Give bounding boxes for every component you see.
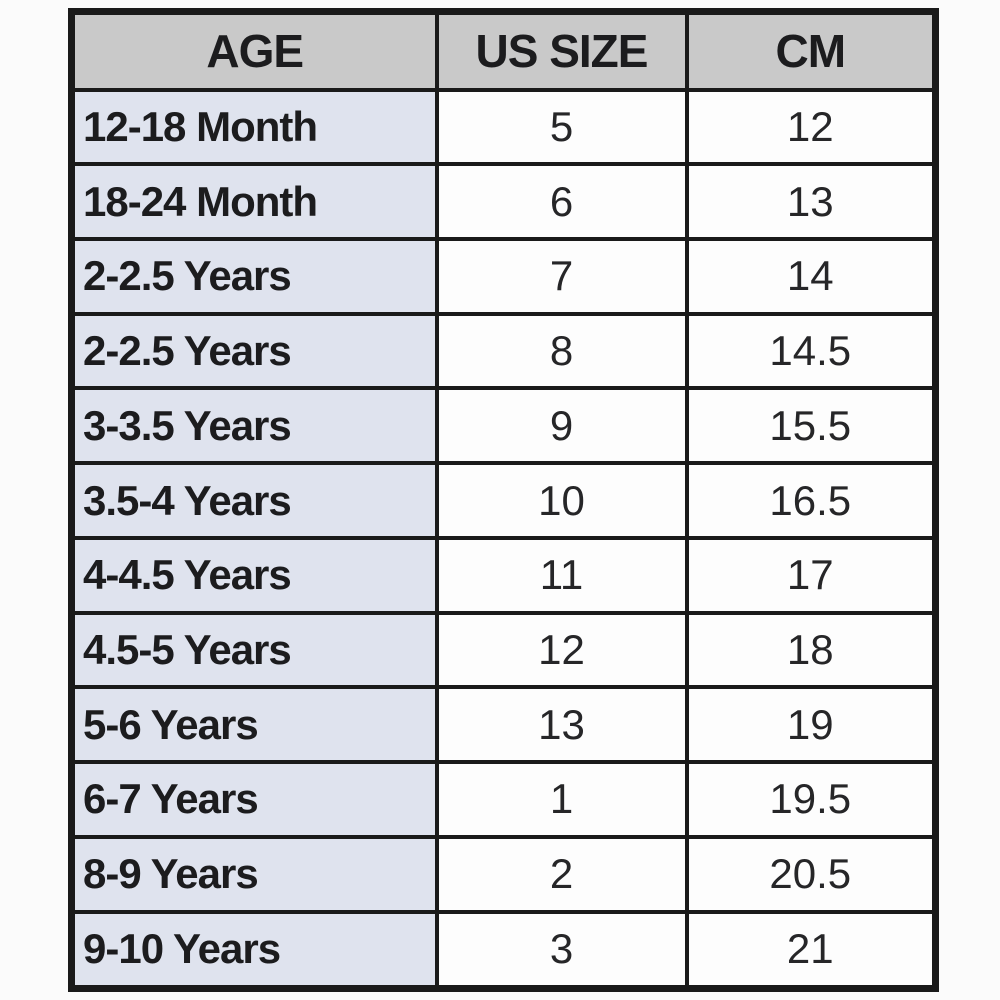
us-size-cell: 10 [434,461,689,540]
cm-cell: 12 [684,87,938,167]
table-row: 18-24 Month 6 13 [69,162,938,241]
table-row: 5-6 Years 13 19 [69,685,938,765]
cm-cell: 17 [684,535,938,615]
cm-cell: 19 [684,685,938,765]
table-row: 2-2.5 Years 8 14.5 [69,311,938,391]
size-chart-table: AGE US SIZE CM 12-18 Month 5 12 18-24 Mo… [68,8,939,992]
table-row: 3.5-4 Years 10 16.5 [69,461,938,540]
us-size-cell: 3 [434,909,689,991]
table-row: 8-9 Years 2 20.5 [69,834,938,914]
age-cell: 3.5-4 Years [69,461,439,540]
size-chart: AGE US SIZE CM 12-18 Month 5 12 18-24 Mo… [68,8,939,992]
age-cell: 2-2.5 Years [69,311,439,391]
header-row: AGE US SIZE CM [69,9,938,92]
cm-cell: 18 [684,610,938,690]
cm-cell: 14.5 [684,311,938,391]
cm-cell: 14 [684,236,938,316]
age-cell: 8-9 Years [69,834,439,914]
age-cell: 4-4.5 Years [69,535,439,615]
table-body: 12-18 Month 5 12 18-24 Month 6 13 2-2.5 … [69,87,938,991]
us-size-cell: 11 [434,535,689,615]
cm-column-header: CM [684,9,938,92]
cm-cell: 13 [684,162,938,241]
table-row: 2-2.5 Years 7 14 [69,236,938,316]
cm-cell: 15.5 [684,386,938,466]
table-header: AGE US SIZE CM [69,9,938,92]
table-row: 4-4.5 Years 11 17 [69,535,938,615]
us-size-cell: 13 [434,685,689,765]
age-cell: 6-7 Years [69,760,439,839]
table-row: 6-7 Years 1 19.5 [69,760,938,839]
us-size-column-header: US SIZE [434,9,689,92]
us-size-cell: 2 [434,834,689,914]
table-row: 12-18 Month 5 12 [69,87,938,167]
age-cell: 4.5-5 Years [69,610,439,690]
age-cell: 2-2.5 Years [69,236,439,316]
age-column-header: AGE [69,9,439,92]
age-cell: 3-3.5 Years [69,386,439,466]
age-cell: 18-24 Month [69,162,439,241]
cm-cell: 16.5 [684,461,938,540]
cm-cell: 20.5 [684,834,938,914]
table-row: 3-3.5 Years 9 15.5 [69,386,938,466]
cm-cell: 21 [684,909,938,991]
us-size-cell: 7 [434,236,689,316]
cm-cell: 19.5 [684,760,938,839]
us-size-cell: 1 [434,760,689,839]
age-cell: 5-6 Years [69,685,439,765]
us-size-cell: 8 [434,311,689,391]
age-cell: 12-18 Month [69,87,439,167]
table-row: 9-10 Years 3 21 [69,909,938,991]
age-cell: 9-10 Years [69,909,439,991]
us-size-cell: 6 [434,162,689,241]
table-row: 4.5-5 Years 12 18 [69,610,938,690]
us-size-cell: 9 [434,386,689,466]
us-size-cell: 12 [434,610,689,690]
us-size-cell: 5 [434,87,689,167]
